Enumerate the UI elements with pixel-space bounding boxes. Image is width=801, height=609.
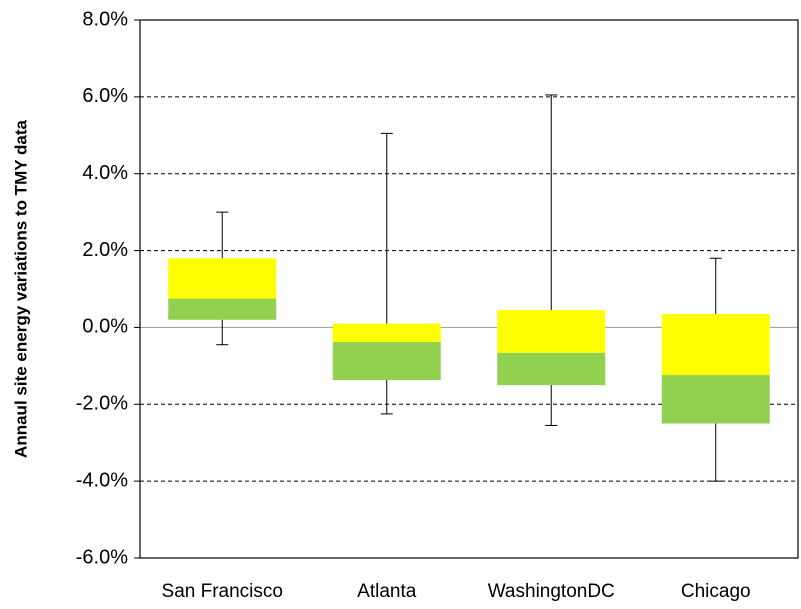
box-lower [332, 342, 441, 381]
x-tick-label: Atlanta [357, 581, 417, 602]
y-tick-label: 4.0% [82, 162, 128, 184]
y-axis-label: Annaul site energy variations to TMY dat… [11, 120, 30, 458]
y-tick-label: -6.0% [76, 546, 128, 568]
box-lower [661, 375, 770, 424]
box-lower [497, 352, 606, 386]
x-tick-label: San Francisco [162, 581, 283, 602]
y-tick-label: -2.0% [76, 393, 128, 415]
box-upper [168, 258, 277, 299]
x-tick-label: Chicago [681, 581, 751, 602]
box-lower [168, 298, 277, 320]
y-tick-label: 0.0% [82, 316, 128, 338]
y-tick-label: 6.0% [82, 85, 128, 107]
y-tick-label: 2.0% [82, 239, 128, 261]
x-tick-label: WashingtonDC [488, 581, 615, 602]
y-tick-label: -4.0% [76, 469, 128, 491]
box-upper [497, 310, 606, 353]
box-upper [661, 313, 770, 376]
y-tick-label: 8.0% [82, 8, 128, 30]
box-upper [332, 323, 441, 343]
plot-frame [139, 19, 799, 559]
